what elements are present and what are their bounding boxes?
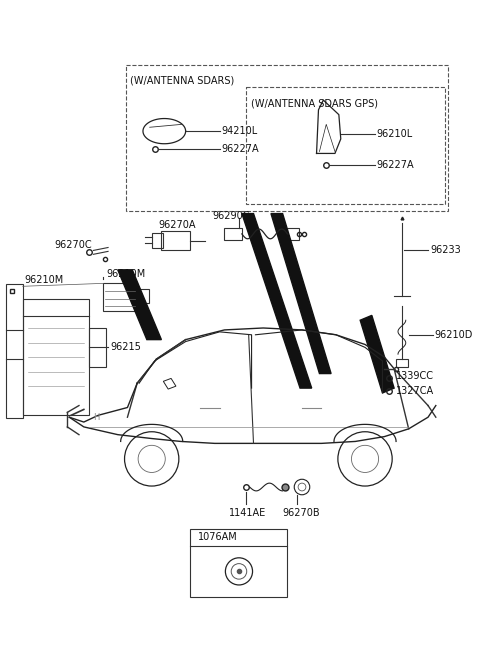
Text: 96210M: 96210M <box>106 269 145 278</box>
Polygon shape <box>360 315 394 393</box>
Text: 96227A: 96227A <box>377 160 414 170</box>
Text: 1076AM: 1076AM <box>198 533 238 542</box>
Text: 1141AE: 1141AE <box>229 508 266 518</box>
Polygon shape <box>271 214 331 373</box>
Polygon shape <box>118 270 161 340</box>
Text: 96270A: 96270A <box>158 220 196 230</box>
Text: 96227A: 96227A <box>221 143 259 153</box>
Text: 96270B: 96270B <box>283 508 320 518</box>
Text: 96210L: 96210L <box>377 129 413 139</box>
Text: 94210L: 94210L <box>221 126 258 136</box>
Text: 1327CA: 1327CA <box>396 386 434 396</box>
Text: 96270C: 96270C <box>55 240 92 250</box>
Text: 96210M: 96210M <box>24 276 64 286</box>
Text: 1339CC: 1339CC <box>396 371 434 381</box>
Text: H: H <box>93 413 100 422</box>
Text: 96215: 96215 <box>110 343 141 352</box>
Text: 96210D: 96210D <box>435 329 473 340</box>
Text: (W/ANTENNA SDARS GPS): (W/ANTENNA SDARS GPS) <box>251 98 378 108</box>
Text: 96290C: 96290C <box>213 212 250 221</box>
Text: (W/ANTENNA SDARS): (W/ANTENNA SDARS) <box>131 76 235 86</box>
Text: 96233: 96233 <box>430 246 461 255</box>
Polygon shape <box>242 214 312 388</box>
